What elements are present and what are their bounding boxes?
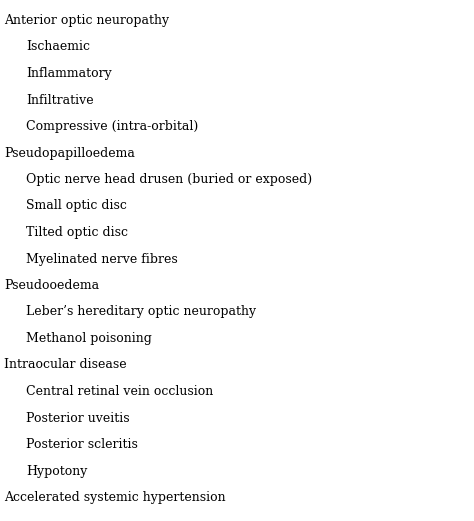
Text: Ischaemic: Ischaemic	[26, 41, 90, 54]
Text: Inflammatory: Inflammatory	[26, 67, 112, 80]
Text: Pseudooedema: Pseudooedema	[4, 279, 99, 292]
Text: Accelerated systemic hypertension: Accelerated systemic hypertension	[4, 491, 226, 504]
Text: Posterior uveitis: Posterior uveitis	[26, 412, 129, 425]
Text: Methanol poisoning: Methanol poisoning	[26, 332, 152, 345]
Text: Central retinal vein occlusion: Central retinal vein occlusion	[26, 385, 213, 398]
Text: Leber’s hereditary optic neuropathy: Leber’s hereditary optic neuropathy	[26, 305, 256, 318]
Text: Optic nerve head drusen (buried or exposed): Optic nerve head drusen (buried or expos…	[26, 173, 312, 186]
Text: Infiltrative: Infiltrative	[26, 93, 94, 106]
Text: Pseudopapilloedema: Pseudopapilloedema	[4, 146, 135, 159]
Text: Small optic disc: Small optic disc	[26, 200, 127, 213]
Text: Tilted optic disc: Tilted optic disc	[26, 226, 128, 239]
Text: Anterior optic neuropathy: Anterior optic neuropathy	[4, 14, 169, 27]
Text: Hypotony: Hypotony	[26, 465, 87, 478]
Text: Myelinated nerve fibres: Myelinated nerve fibres	[26, 253, 178, 266]
Text: Compressive (intra-orbital): Compressive (intra-orbital)	[26, 120, 198, 133]
Text: Intraocular disease: Intraocular disease	[4, 358, 127, 371]
Text: Posterior scleritis: Posterior scleritis	[26, 438, 138, 451]
